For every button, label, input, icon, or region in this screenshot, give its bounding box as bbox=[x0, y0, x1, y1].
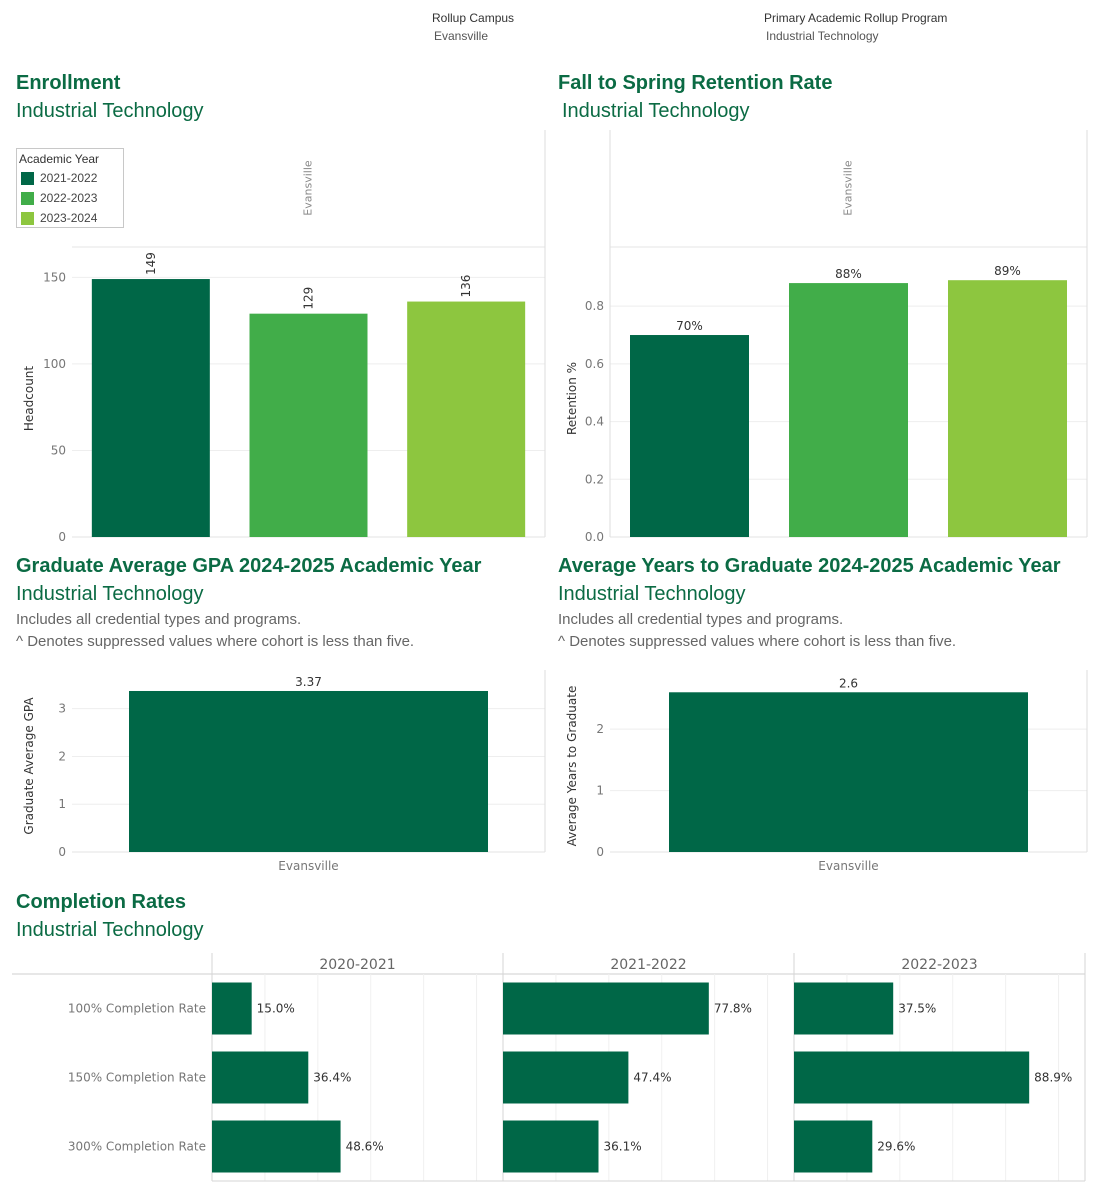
y-tick-label: 2 bbox=[596, 722, 604, 736]
gpa-title: Graduate Average GPA 2024-2025 Academic … bbox=[16, 555, 482, 577]
data-label: 15.0% bbox=[257, 1002, 295, 1016]
bar-2022-2023 bbox=[789, 283, 908, 537]
enrollment-title: Enrollment bbox=[16, 72, 121, 94]
years-chart: 0 1 2 Average Years to Graduate 2.6 Evansvill… bbox=[565, 670, 1088, 873]
data-label: 129 bbox=[302, 287, 316, 310]
completion-bar bbox=[212, 1051, 309, 1104]
legend-item-2021-2022[interactable]: 2021-2022 bbox=[21, 170, 97, 186]
bar-2021-2022 bbox=[91, 279, 210, 537]
completion-bar bbox=[794, 982, 894, 1035]
y-tick-label: 0.0 bbox=[585, 530, 604, 542]
y-tick-label: 150 bbox=[43, 270, 66, 284]
data-label: 88.9% bbox=[1034, 1071, 1072, 1085]
completion-title: Completion Rates bbox=[16, 891, 187, 913]
completion-bar bbox=[794, 1051, 1030, 1104]
legend-label: 2022-2023 bbox=[40, 191, 98, 205]
legend-label: 2021-2022 bbox=[40, 171, 98, 185]
years-note-suppressed: ^ Denotes suppressed values where cohort… bbox=[558, 633, 957, 650]
y-tick-label: 100 bbox=[43, 357, 66, 371]
data-label: 88% bbox=[835, 267, 862, 281]
program-filter-value[interactable]: Industrial Technology bbox=[766, 29, 879, 43]
program-filter-label: Primary Academic Rollup Program bbox=[764, 11, 948, 25]
data-label: 29.6% bbox=[877, 1140, 915, 1154]
column-header-label: Evansville bbox=[842, 160, 855, 216]
completion-bar bbox=[503, 982, 709, 1035]
legend-swatch-dark bbox=[21, 171, 34, 185]
completion-bar bbox=[212, 1120, 341, 1173]
years-title: Average Years to Graduate 2024-2025 Acad… bbox=[558, 555, 1061, 577]
data-label: 70% bbox=[676, 319, 703, 333]
legend-label: 2023-2024 bbox=[40, 211, 98, 225]
row-label: 300% Completion Rate bbox=[68, 1140, 206, 1154]
column-header-label: Evansville bbox=[302, 160, 315, 216]
retention-title: Fall to Spring Retention Rate bbox=[558, 72, 833, 94]
y-tick-label: 0.6 bbox=[585, 357, 604, 371]
y-tick-label: 1 bbox=[58, 797, 66, 811]
data-label: 149 bbox=[144, 252, 158, 275]
y-tick-label: 2 bbox=[58, 749, 66, 763]
enrollment-subtitle: Industrial Technology bbox=[16, 100, 204, 122]
completion-chart: 2020-2021 15.0% 36.4% 48.6% 2021-2022 77.8% 47… bbox=[12, 953, 1086, 1182]
retention-chart: Evansville 0.0 0.2 0.4 0.6 0.8 Retention % 70% 8… bbox=[565, 130, 1088, 542]
y-tick-label: 0 bbox=[58, 530, 66, 542]
data-label: 77.8% bbox=[714, 1002, 752, 1016]
completion-bar bbox=[794, 1120, 873, 1173]
y-tick-label: 3 bbox=[58, 702, 66, 716]
panel-header: 2021-2022 bbox=[610, 957, 686, 973]
gpa-note-credentials: Includes all credential types and progra… bbox=[16, 611, 302, 628]
legend-swatch-light bbox=[21, 211, 34, 225]
bar-2022-2023 bbox=[249, 313, 368, 537]
enrollment-legend: Academic Year 2021-2022 2022-2023 2023-2… bbox=[16, 148, 124, 228]
data-label: 89% bbox=[994, 264, 1021, 278]
data-label: 2.6 bbox=[839, 676, 858, 690]
data-label: 47.4% bbox=[633, 1071, 671, 1085]
enrollment-chart: Evansville 0 50 100 150 Headcount 149 129 136 bbox=[22, 130, 546, 542]
y-axis-title: Retention % bbox=[565, 362, 579, 435]
data-label: 3.37 bbox=[295, 675, 322, 689]
y-tick-label: 50 bbox=[51, 443, 66, 457]
y-axis-title: Headcount bbox=[22, 366, 36, 432]
campus-filter-label: Rollup Campus bbox=[432, 11, 515, 25]
row-label: 100% Completion Rate bbox=[68, 1002, 206, 1016]
completion-bar bbox=[503, 1051, 629, 1104]
bar-Evansville bbox=[669, 692, 1028, 852]
y-tick-label: 0 bbox=[58, 845, 66, 859]
bar-Evansville bbox=[129, 690, 488, 852]
years-subtitle: Industrial Technology bbox=[558, 583, 746, 605]
y-tick-label: 0.8 bbox=[585, 299, 604, 313]
x-category-label: Evansville bbox=[818, 859, 878, 873]
bar-2023-2024 bbox=[407, 301, 526, 537]
data-label: 37.5% bbox=[898, 1002, 936, 1016]
y-axis-title: Graduate Average GPA bbox=[22, 697, 36, 835]
row-label: 150% Completion Rate bbox=[68, 1071, 206, 1085]
y-tick-label: 0.2 bbox=[585, 472, 604, 486]
campus-filter-value[interactable]: Evansville bbox=[434, 29, 489, 43]
completion-bar bbox=[503, 1120, 599, 1173]
completion-bar bbox=[212, 982, 252, 1035]
legend-item-2023-2024[interactable]: 2023-2024 bbox=[21, 210, 97, 226]
years-note-credentials: Includes all credential types and progra… bbox=[558, 611, 844, 628]
data-label: 36.1% bbox=[604, 1140, 642, 1154]
legend-item-2022-2023[interactable]: 2022-2023 bbox=[21, 190, 97, 206]
gpa-subtitle: Industrial Technology bbox=[16, 583, 204, 605]
gpa-note-suppressed: ^ Denotes suppressed values where cohort… bbox=[16, 633, 415, 650]
y-tick-label: 0.4 bbox=[585, 415, 604, 429]
y-axis-title: Average Years to Graduate bbox=[565, 686, 579, 847]
bar-2023-2024 bbox=[948, 280, 1067, 537]
legend-title: Academic Year bbox=[19, 152, 100, 166]
data-label: 48.6% bbox=[346, 1140, 384, 1154]
panel-header: 2020-2021 bbox=[319, 957, 395, 973]
completion-subtitle: Industrial Technology bbox=[16, 919, 204, 941]
legend-swatch-mid bbox=[21, 191, 34, 205]
bar-2021-2022 bbox=[630, 335, 749, 537]
data-label: 136 bbox=[459, 275, 473, 298]
retention-subtitle: Industrial Technology bbox=[562, 100, 750, 122]
y-tick-label: 0 bbox=[596, 845, 604, 859]
data-label: 36.4% bbox=[313, 1071, 351, 1085]
panel-header: 2022-2023 bbox=[901, 957, 977, 973]
y-tick-label: 1 bbox=[596, 784, 604, 798]
gpa-chart: 0 1 2 3 Graduate Average GPA 3.37 Evansville bbox=[22, 670, 546, 873]
x-category-label: Evansville bbox=[278, 859, 338, 873]
